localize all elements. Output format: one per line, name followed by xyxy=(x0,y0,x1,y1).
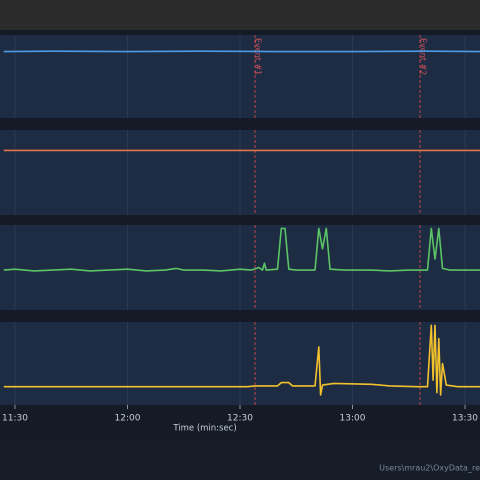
x-tick-label: 12:00 xyxy=(115,414,141,424)
x-tick-label: 13:00 xyxy=(340,414,366,424)
toolbar xyxy=(0,0,480,30)
series-line xyxy=(3,227,480,272)
file-path: Users\mrau2\OxyData_re xyxy=(379,464,480,473)
x-tick-label: 13:30 xyxy=(452,414,478,424)
event-label: Event #1 xyxy=(254,38,263,75)
event-label: Event #2 xyxy=(419,38,428,75)
x-axis-label: Time (min:sec) xyxy=(172,424,236,434)
status-bar xyxy=(0,440,480,480)
x-tick-label: 12:30 xyxy=(227,414,253,424)
series-line xyxy=(3,324,480,396)
x-tick-label: 11:30 xyxy=(2,414,28,424)
